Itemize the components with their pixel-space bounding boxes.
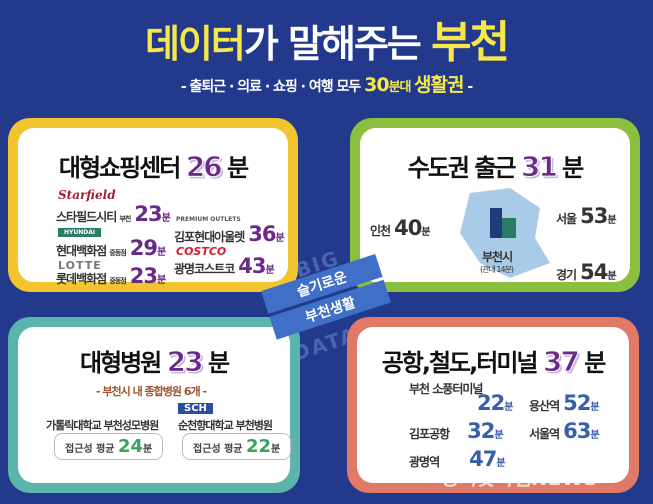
hospital-access-box: 접근성 평균 22분 xyxy=(182,433,292,460)
shopping-item: 롯데백화점 중동점 23분 xyxy=(56,264,166,288)
shopping-item: 현대백화점 중동점 29분 xyxy=(56,236,166,260)
commute-item: 인천 40분 xyxy=(370,216,431,240)
hospital-note: - 부천시 내 종합병원 6개 - xyxy=(96,385,207,398)
transport-panel: 공항,철도,터미널 37 분 부천 소풍터미널 22분 용산역 52분 김포공항 3… xyxy=(347,317,639,493)
transport-item: 김포공항 32분 xyxy=(409,419,504,443)
commute-item: 경기 54분 xyxy=(556,260,617,284)
premium-outlets-logo: PREMIUM OUTLETS xyxy=(176,216,241,223)
transport-item: 서울역 63분 xyxy=(529,419,600,443)
hyundai-logo: HYUNDAI xyxy=(58,228,102,237)
page-title: 데이터가 말해주는 부천 xyxy=(144,17,510,68)
shopping-item: 스타필드시티 부천 23분 xyxy=(56,202,171,226)
commute-panel: 수도권 출근 31 분 부천시 (관내 14분) 인천 40분 서울 53분 경기 5… xyxy=(350,118,640,292)
sch-logo: SCH xyxy=(178,403,213,414)
hospital-panel: 대형병원 23 분 - 부천시 내 종합병원 6개 - 가톨릭대학교 부천성모병… xyxy=(8,317,300,493)
transport-item: 광명역 47분 xyxy=(409,447,506,471)
bucheon-logo xyxy=(490,208,502,238)
hospital-access-box: 접근성 평균 24분 xyxy=(54,433,164,460)
hospital-name: 순천향대학교 부천병원 xyxy=(178,419,273,432)
starfield-logo: Starfield xyxy=(58,188,116,202)
subtitle: - 출퇴근 · 의료 · 쇼핑 · 여행 모두 30분대 생활권 - xyxy=(180,74,473,96)
shopping-item: 김포현대아울렛 36분 xyxy=(174,222,285,246)
hospital-name: 가톨릭대학교 부천성모병원 xyxy=(46,419,159,432)
lotte-logo: LOTTE xyxy=(58,259,102,272)
shopping-item: 광명코스트코 43분 xyxy=(174,254,275,278)
transport-item: 용산역 52분 xyxy=(529,391,600,415)
bucheon-map xyxy=(460,188,550,278)
watermark: 경기핫타임NEWS xyxy=(440,466,599,490)
costco-logo: COSTCO xyxy=(176,245,227,258)
center-label: 부천시 xyxy=(482,250,513,264)
shopping-panel: 대형쇼핑센터 26 분 Starfield 스타필드시티 부천 23분 HYUND… xyxy=(8,118,298,292)
commute-item: 서울 53분 xyxy=(556,204,617,228)
transport-item: 부천 소풍터미널 xyxy=(409,382,483,396)
